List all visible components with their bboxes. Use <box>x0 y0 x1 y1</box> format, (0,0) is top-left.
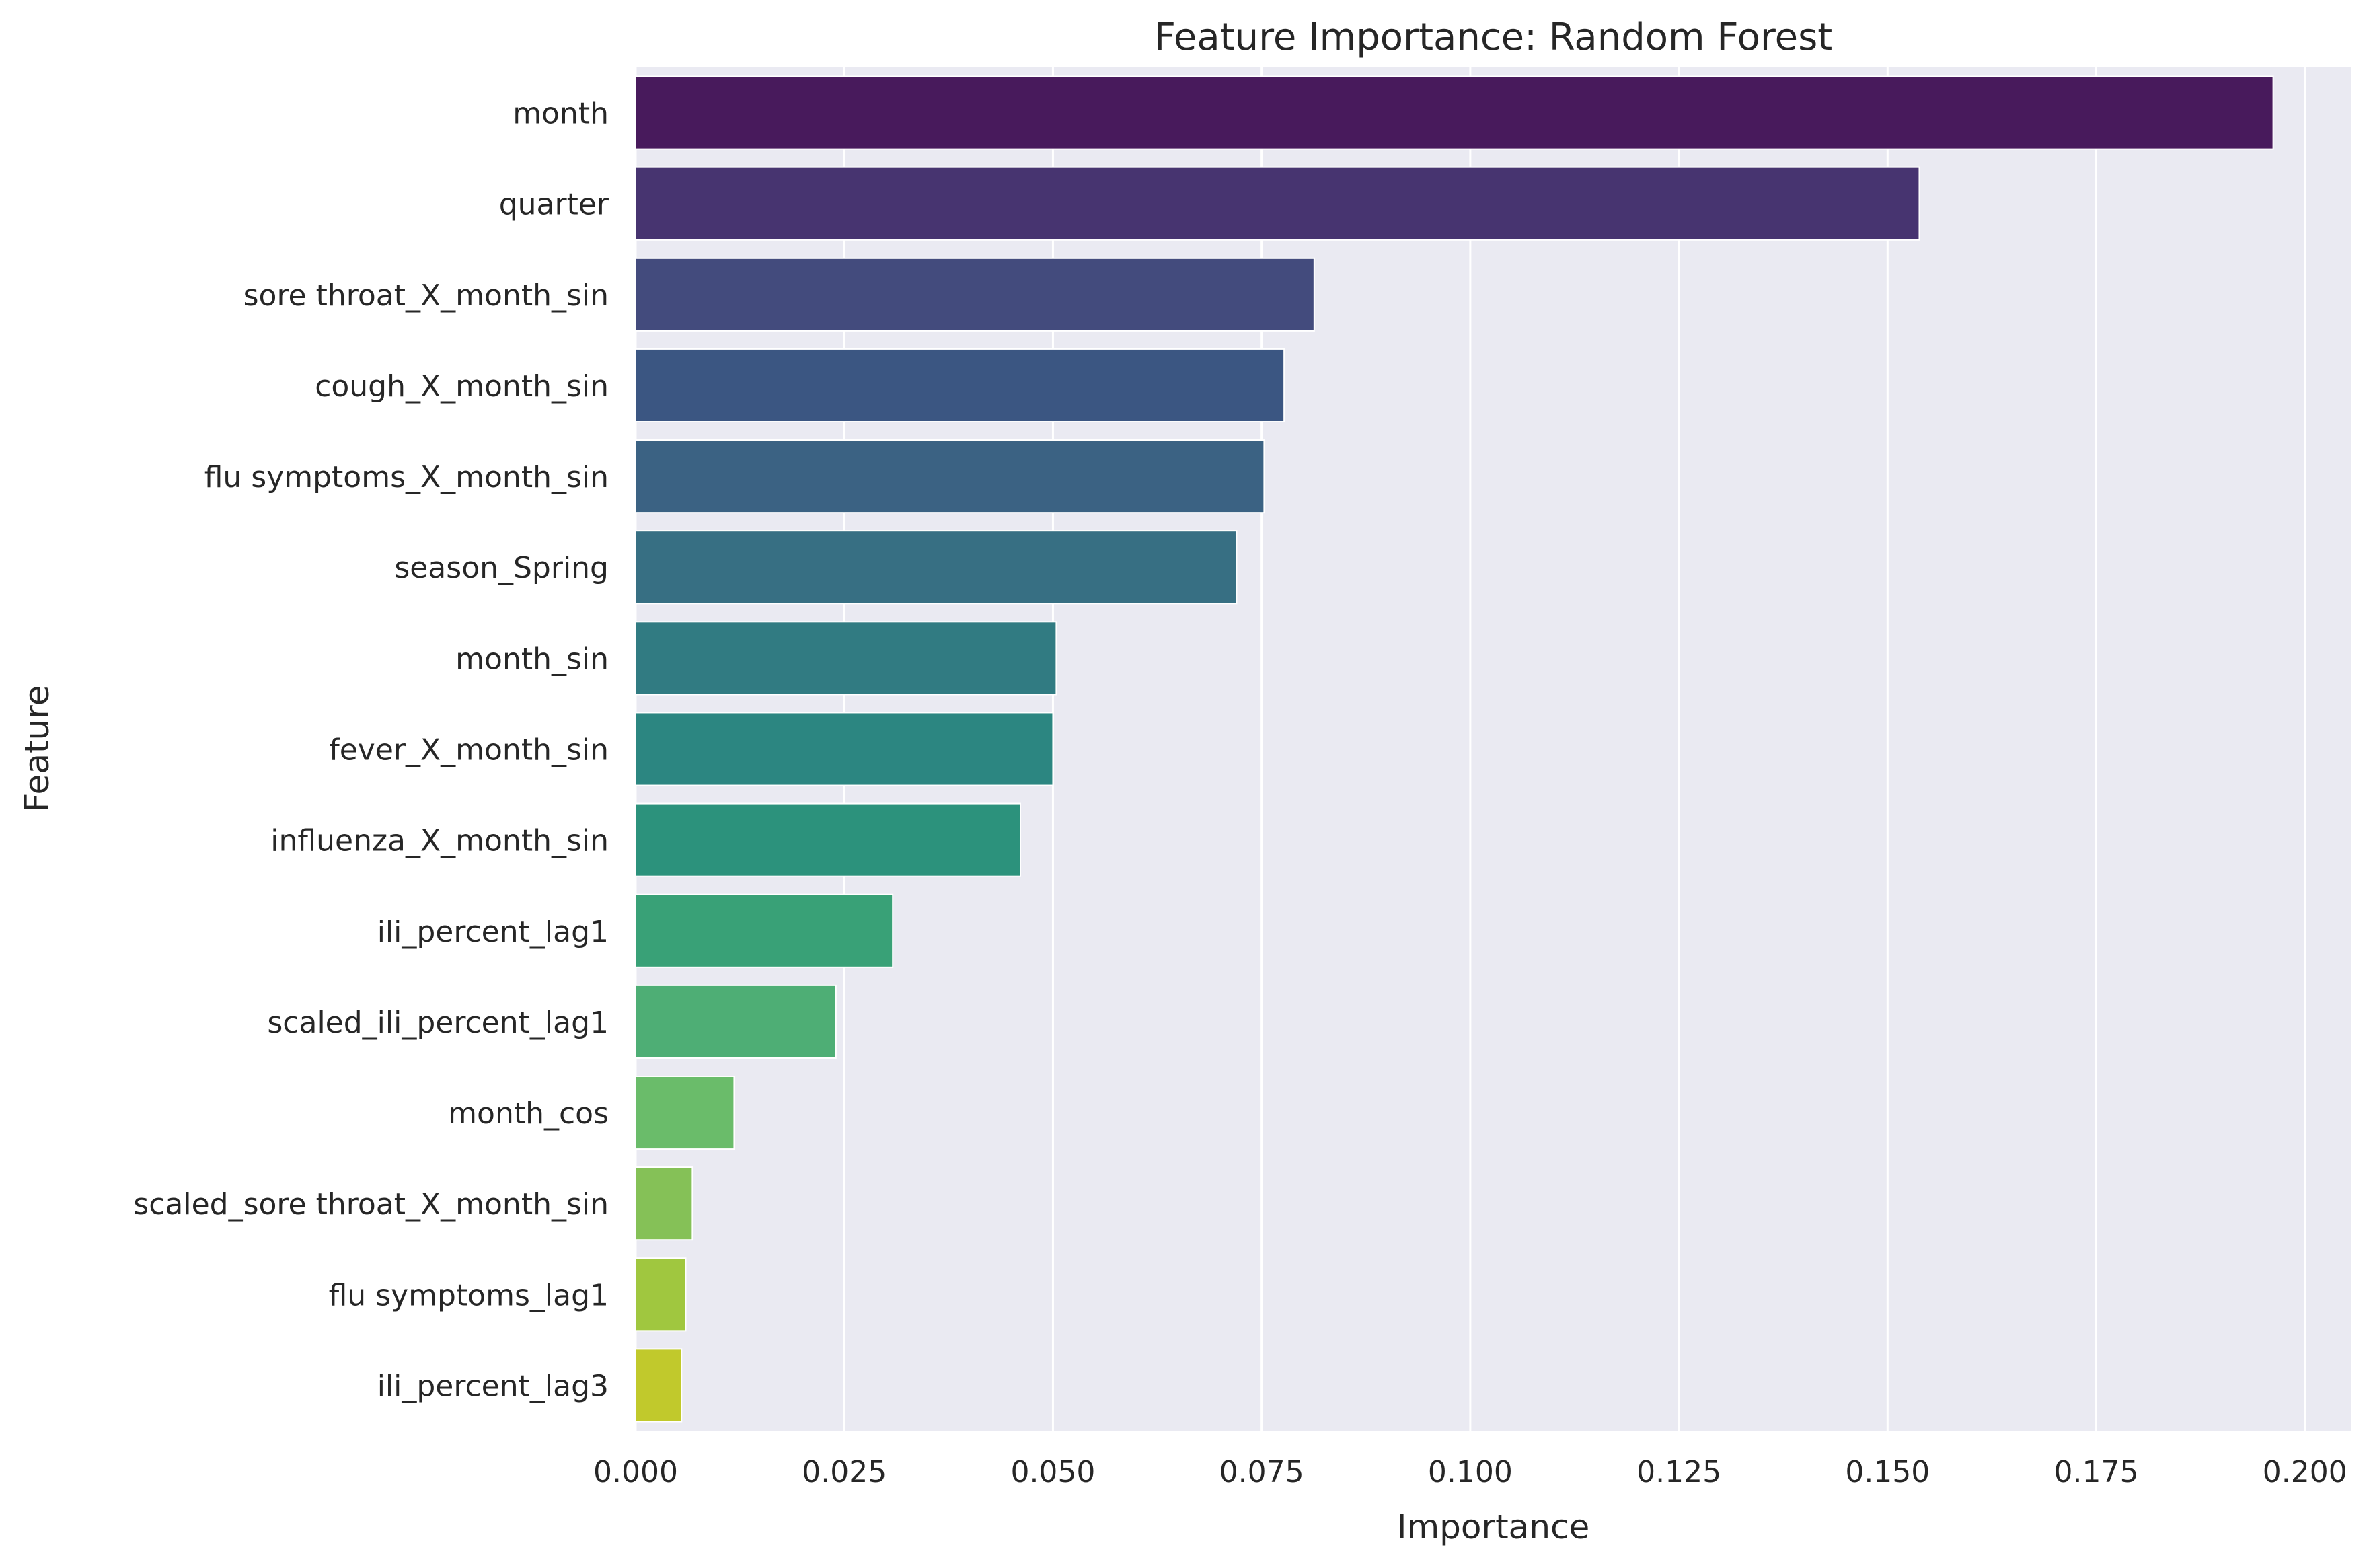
y-tick-label: season_Spring <box>394 551 609 585</box>
y-tick-label: scaled_ili_percent_lag1 <box>267 1006 609 1040</box>
y-tick-label: quarter <box>499 188 609 222</box>
x-tick-label: 0.025 <box>802 1455 887 1489</box>
bar <box>635 893 894 968</box>
x-tick-label: 0.000 <box>593 1455 678 1489</box>
y-tick-labels: month quarter sore throat_X_month_sincough… <box>133 97 609 1404</box>
bar <box>635 75 2274 150</box>
y-tick-label: scaled_sore throat_X_month_sin <box>133 1187 609 1222</box>
bar <box>635 257 1315 332</box>
bar <box>635 984 837 1059</box>
y-tick-label: month_cos <box>448 1096 609 1131</box>
bar <box>635 1075 735 1150</box>
y-tick-label: ili_percent_lag1 <box>377 915 609 949</box>
x-tick-label: 0.075 <box>1219 1455 1304 1489</box>
bar <box>635 712 1054 786</box>
bar <box>635 530 1238 605</box>
x-tick-label: 0.125 <box>1636 1455 1721 1489</box>
x-axis-label: Importance <box>1397 1507 1590 1546</box>
bar <box>635 1166 693 1241</box>
bar <box>635 1257 687 1332</box>
bar <box>635 166 1920 241</box>
x-tick-label: 0.050 <box>1010 1455 1095 1489</box>
bar <box>635 439 1265 514</box>
x-tick-label: 0.175 <box>2054 1455 2139 1489</box>
y-tick-label: month <box>513 97 609 131</box>
y-tick-label: fever_X_month_sin <box>329 733 609 768</box>
chart-title: Feature Importance: Random Forest <box>1154 15 1833 59</box>
bar <box>635 802 1022 877</box>
y-tick-label: flu symptoms_X_month_sin <box>204 460 609 494</box>
bar <box>635 621 1057 696</box>
bars <box>635 75 2274 1423</box>
y-tick-label: month_sin <box>455 642 609 676</box>
y-tick-label: influenza_X_month_sin <box>270 824 609 858</box>
y-tick-label: flu symptoms_lag1 <box>329 1278 609 1312</box>
x-tick-label: 0.200 <box>2263 1455 2347 1489</box>
bar <box>635 1348 683 1423</box>
y-tick-label: ili_percent_lag3 <box>377 1369 609 1403</box>
y-tick-label: sore throat_X_month_sin <box>243 278 609 313</box>
y-axis-label: Feature <box>17 685 57 813</box>
x-tick-labels: 0.000 0.025 0.050 0.075 0.100 0.125 0.150 0.175… <box>593 1455 2347 1489</box>
bar <box>635 348 1285 423</box>
y-tick-label: cough_X_month_sin <box>315 369 609 404</box>
x-tick-label: 0.150 <box>1845 1455 1930 1489</box>
x-tick-label: 0.100 <box>1428 1455 1513 1489</box>
